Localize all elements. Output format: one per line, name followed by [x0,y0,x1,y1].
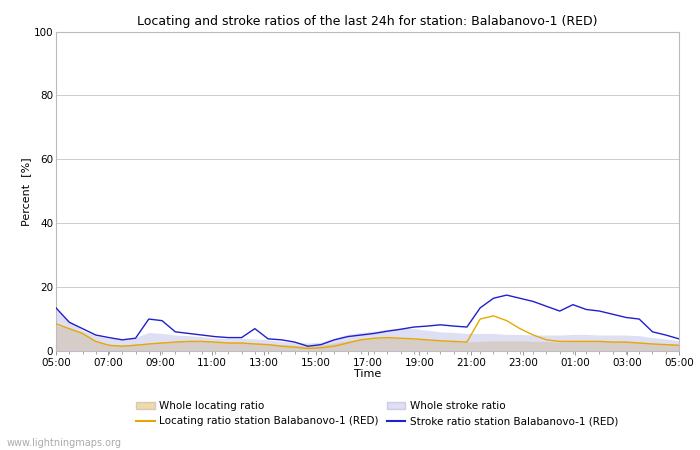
Legend: Whole locating ratio, Locating ratio station Balabanovo-1 (RED), Whole stroke ra: Whole locating ratio, Locating ratio sta… [136,401,618,426]
Y-axis label: Percent  [%]: Percent [%] [21,157,31,225]
X-axis label: Time: Time [354,369,381,379]
Title: Locating and stroke ratios of the last 24h for station: Balabanovo-1 (RED): Locating and stroke ratios of the last 2… [137,14,598,27]
Text: www.lightningmaps.org: www.lightningmaps.org [7,438,122,448]
